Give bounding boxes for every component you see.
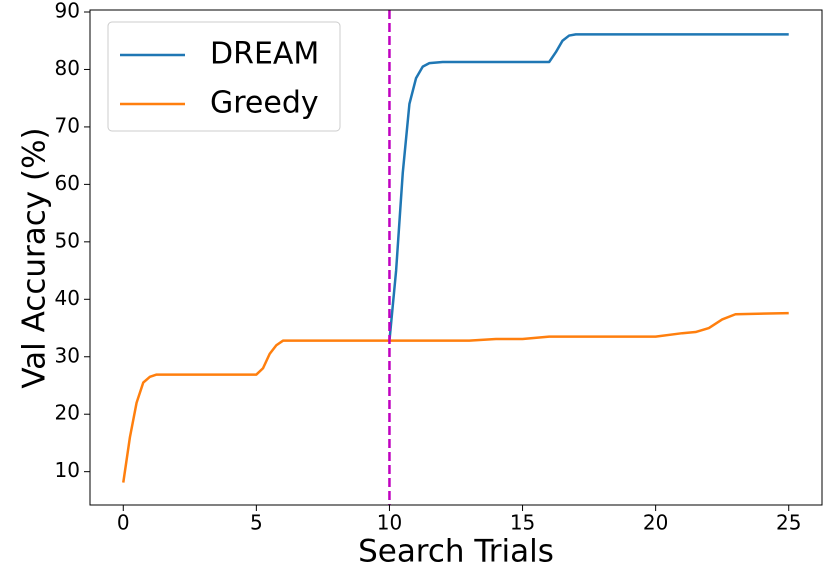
y-tick-label: 30 bbox=[55, 343, 80, 367]
data-line bbox=[388, 33, 789, 341]
x-tick-label: 10 bbox=[377, 511, 402, 535]
plot-frame bbox=[89, 9, 823, 506]
y-axis-label: Val Accuracy (%) bbox=[17, 127, 53, 388]
x-tick-label: 0 bbox=[117, 511, 130, 535]
y-tick-label: 80 bbox=[55, 56, 80, 80]
y-tick-label: 60 bbox=[55, 171, 80, 195]
x-tick-label: 25 bbox=[776, 511, 801, 535]
x-axis-label: Search Trials bbox=[358, 534, 554, 570]
y-tick-label: 70 bbox=[55, 113, 80, 137]
legend-label: Greedy bbox=[210, 86, 319, 121]
x-tick-label: 5 bbox=[250, 511, 263, 535]
y-tick-label: 90 bbox=[55, 0, 80, 23]
x-tick-label: 15 bbox=[510, 511, 535, 535]
data-line bbox=[122, 311, 789, 483]
legend-label: DREAM bbox=[210, 37, 319, 72]
y-tick-label: 40 bbox=[55, 286, 80, 310]
x-tick-label: 20 bbox=[643, 511, 668, 535]
y-tick-label: 20 bbox=[55, 401, 80, 425]
y-tick-label: 50 bbox=[55, 228, 80, 252]
y-tick-label: 10 bbox=[55, 458, 80, 482]
